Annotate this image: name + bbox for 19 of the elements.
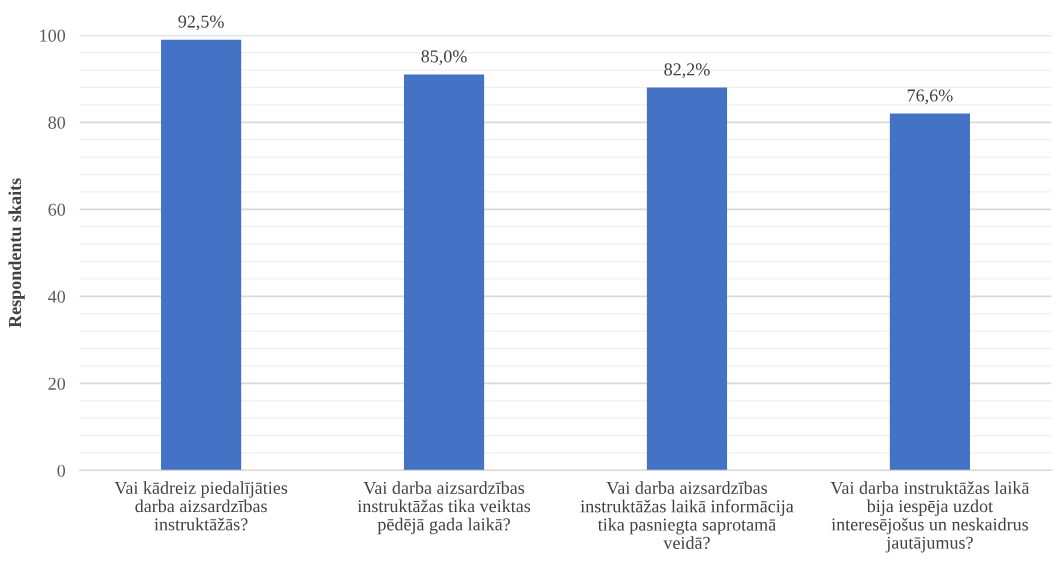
y-tick-label: 0 [57,464,66,477]
bar [646,87,728,471]
y-tick-label: 60 [48,203,66,216]
y-tick-label: 100 [40,29,66,42]
annotation: 85,0% [421,50,467,66]
x-tick-label: Vai darba instruktāžas laikā bija iespēja uzdot interesējošus un neskaidrus jautājumus? [830,481,1030,553]
x-tick-label: Vai kādreiz piedalījāties darba aizsardzības instruktāžās? [114,481,288,531]
annotation: 82,2% [664,63,710,79]
bar [161,39,242,471]
x-tick-label: Vai darba aizsardzības instruktāžas laikā informācija tika pasniegta saprotamā veidā? [580,481,794,550]
bar [403,74,485,471]
y-tick-label: 20 [48,377,66,390]
x-tick-label: Vai darba aizsardzības instruktāžas tika veiktas pēdējā gada laikā? [357,481,531,535]
y-tick-label: 80 [48,116,66,129]
y-axis-title: Respondentu skaits [8,178,25,328]
annotation: 92,5% [178,15,224,31]
y-tick-label: 40 [48,290,66,303]
annotation: 76,6% [907,89,953,105]
bar [889,113,970,471]
